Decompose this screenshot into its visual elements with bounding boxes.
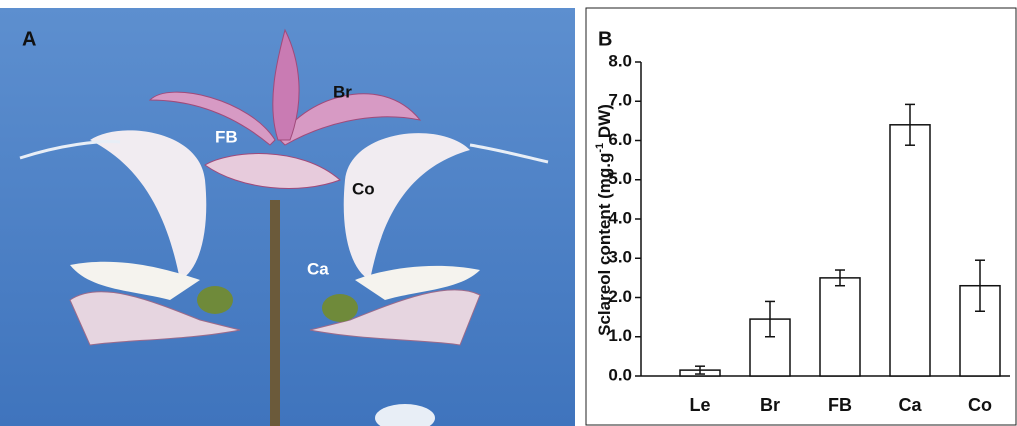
x-tick-label: Ca	[898, 395, 922, 415]
y-tick-label: 6.0	[608, 130, 632, 149]
panel-label: B	[598, 28, 612, 50]
y-tick-label: 2.0	[608, 287, 632, 306]
y-tick-label: 1.0	[608, 326, 632, 345]
panel-label: A	[22, 28, 36, 50]
bar	[890, 125, 930, 376]
y-tick-label: 4.0	[608, 208, 632, 227]
y-tick-label: 3.0	[608, 248, 632, 267]
photo-annotation: Ca	[307, 259, 329, 278]
photo: A Br FB Co Ca	[0, 8, 575, 426]
photo-annotation: Br	[333, 82, 352, 101]
figure: A Br FB Co Ca B Sclareol content (mg.g-1…	[0, 0, 1017, 426]
y-tick-label: 5.0	[608, 169, 632, 188]
photo-annotation: Co	[352, 179, 375, 198]
y-tick-label: 7.0	[608, 91, 632, 110]
y-tick-label: 8.0	[608, 51, 632, 70]
y-axis-label-sup: -1	[594, 143, 606, 153]
photo-annotation: FB	[215, 127, 238, 146]
chart: B Sclareol content (mg.g-1 DW) 0.01.02.0…	[586, 8, 1016, 425]
x-tick-label: FB	[828, 395, 852, 415]
x-tick-label: Co	[968, 395, 992, 415]
y-tick-label: 0.0	[608, 365, 632, 384]
x-tick-label: Le	[689, 395, 710, 415]
x-tick-label: Br	[760, 395, 780, 415]
bar	[820, 278, 860, 376]
